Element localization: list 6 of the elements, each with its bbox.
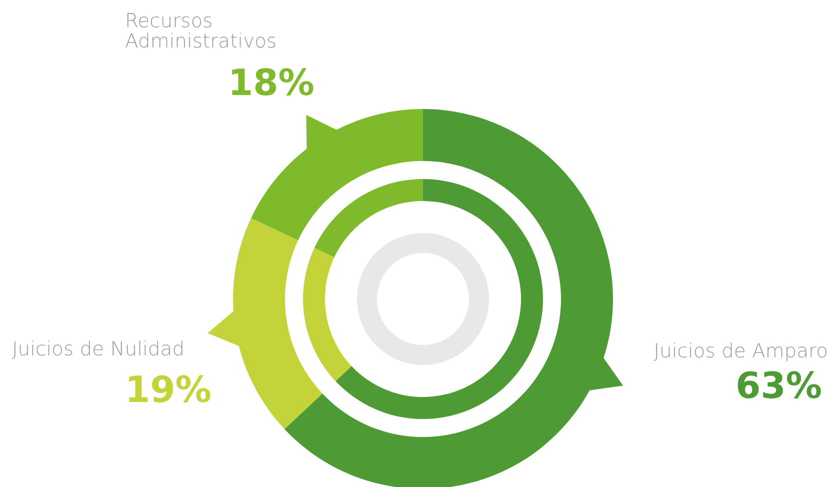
slice-label: Juicios de Nulidad — [12, 340, 182, 359]
text: 18% — [232, 68, 314, 96]
slice-label: Juicios de Amparo — [654, 342, 826, 362]
text: 19% — [129, 375, 210, 402]
slice-label: Recursos Administrativos — [126, 13, 276, 48]
text: 63% — [738, 371, 821, 398]
